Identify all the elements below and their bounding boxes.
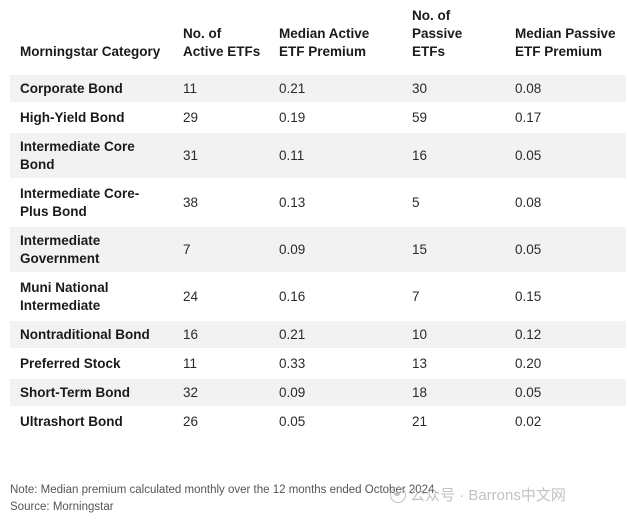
header-active-count: No. of Active ETFs (183, 26, 261, 59)
table-row: Intermediate Government 7 0.09 15 0.05 (10, 225, 626, 273)
table-header: Morningstar Category No. of Active ETFs … (10, 0, 626, 74)
watermark-text: 公众号 · Barrons中文网 (410, 487, 566, 504)
active-premium-cell: 0.13 (269, 178, 402, 226)
passive-count-cell: 16 (402, 131, 505, 179)
category-cell: Ultrashort Bond (10, 406, 173, 435)
etf-premium-table: Morningstar Category No. of Active ETFs … (10, 0, 626, 435)
passive-premium-cell: 0.17 (505, 102, 626, 132)
passive-count-cell: 13 (402, 348, 505, 378)
active-count-cell: 31 (173, 131, 269, 179)
category-cell: Intermediate Core Bond (10, 131, 173, 179)
table-row: Corporate Bond 11 0.21 30 0.08 (10, 73, 626, 103)
passive-premium-cell: 0.12 (505, 319, 626, 349)
passive-premium-cell: 0.20 (505, 348, 626, 378)
active-premium-cell: 0.05 (269, 406, 402, 435)
category-cell: Intermediate Core-Plus Bond (10, 178, 173, 226)
active-count-cell: 11 (173, 73, 269, 103)
active-premium-cell: 0.11 (269, 131, 402, 179)
etf-premium-table-container: Morningstar Category No. of Active ETFs … (10, 0, 626, 435)
active-premium-cell: 0.21 (269, 73, 402, 103)
passive-count-cell: 5 (402, 178, 505, 226)
table-row: Ultrashort Bond 26 0.05 21 0.02 (10, 406, 626, 435)
active-premium-cell: 0.21 (269, 319, 402, 349)
table-row: Nontraditional Bond 16 0.21 10 0.12 (10, 319, 626, 349)
table-row: Short-Term Bond 32 0.09 18 0.05 (10, 377, 626, 407)
active-count-cell: 7 (173, 225, 269, 273)
category-cell: Preferred Stock (10, 348, 173, 378)
passive-premium-cell: 0.02 (505, 406, 626, 435)
passive-count-cell: 15 (402, 225, 505, 273)
active-premium-cell: 0.16 (269, 272, 402, 320)
table-row: Preferred Stock 11 0.33 13 0.20 (10, 348, 626, 378)
header-active-premium: Median Active ETF Premium (279, 26, 370, 59)
passive-premium-cell: 0.05 (505, 131, 626, 179)
active-count-cell: 29 (173, 102, 269, 132)
table-row: High-Yield Bond 29 0.19 59 0.17 (10, 102, 626, 132)
active-premium-cell: 0.33 (269, 348, 402, 378)
passive-count-cell: 7 (402, 272, 505, 320)
passive-premium-cell: 0.08 (505, 178, 626, 226)
category-cell: Corporate Bond (10, 73, 173, 103)
active-count-cell: 32 (173, 377, 269, 407)
passive-count-cell: 18 (402, 377, 505, 407)
passive-count-cell: 59 (402, 102, 505, 132)
passive-premium-cell: 0.15 (505, 272, 626, 320)
active-premium-cell: 0.19 (269, 102, 402, 132)
active-count-cell: 26 (173, 406, 269, 435)
table-body: Corporate Bond 11 0.21 30 0.08 High-Yiel… (10, 73, 626, 435)
passive-premium-cell: 0.05 (505, 225, 626, 273)
active-count-cell: 16 (173, 319, 269, 349)
category-cell: Nontraditional Bond (10, 319, 173, 349)
watermark: 公众号 · Barrons中文网 (390, 484, 566, 505)
table-row: Muni National Intermediate 24 0.16 7 0.1… (10, 272, 626, 320)
table-row: Intermediate Core-Plus Bond 38 0.13 5 0.… (10, 178, 626, 226)
header-category: Morningstar Category (20, 44, 161, 59)
footer-note: Note: Median premium calculated monthly … (10, 484, 438, 496)
passive-count-cell: 30 (402, 73, 505, 103)
passive-premium-cell: 0.05 (505, 377, 626, 407)
footer-source: Source: Morningstar (10, 501, 114, 513)
passive-count-cell: 21 (402, 406, 505, 435)
active-premium-cell: 0.09 (269, 225, 402, 273)
category-cell: Intermediate Government (10, 225, 173, 273)
header-passive-count: No. of Passive ETFs (412, 8, 463, 59)
wechat-icon (390, 486, 406, 503)
passive-count-cell: 10 (402, 319, 505, 349)
category-cell: Muni National Intermediate (10, 272, 173, 320)
active-count-cell: 38 (173, 178, 269, 226)
passive-premium-cell: 0.08 (505, 73, 626, 103)
table-footer: Note: Median premium calculated monthly … (10, 482, 438, 516)
header-passive-premium: Median Passive ETF Premium (515, 26, 616, 59)
active-count-cell: 24 (173, 272, 269, 320)
table-row: Intermediate Core Bond 31 0.11 16 0.05 (10, 131, 626, 179)
active-premium-cell: 0.09 (269, 377, 402, 407)
category-cell: Short-Term Bond (10, 377, 173, 407)
active-count-cell: 11 (173, 348, 269, 378)
category-cell: High-Yield Bond (10, 102, 173, 132)
